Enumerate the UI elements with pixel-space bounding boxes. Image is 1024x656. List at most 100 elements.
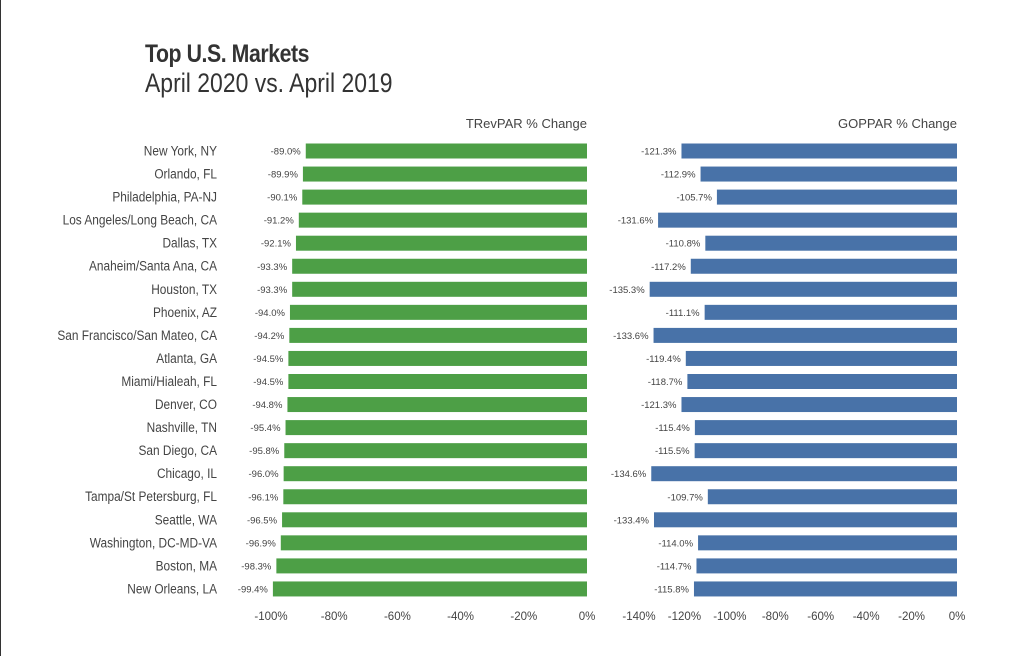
trevpar-bar xyxy=(302,166,587,182)
goppar-bar xyxy=(658,212,957,228)
goppar-bar xyxy=(694,420,957,436)
category-label: Houston, TX xyxy=(151,281,217,297)
category-label: Dallas, TX xyxy=(162,235,217,251)
category-label: Chicago, IL xyxy=(157,465,217,481)
chart-subtitle: April 2020 vs. April 2019 xyxy=(145,68,393,98)
trevpar-data-label: -90.1% xyxy=(267,193,298,204)
category-label: New Orleans, LA xyxy=(127,581,217,597)
trevpar-data-label: -95.4% xyxy=(250,423,281,434)
goppar-tick-label: -120% xyxy=(668,611,701,623)
goppar-bar xyxy=(651,466,957,482)
goppar-data-label: -133.6% xyxy=(613,331,649,342)
category-label: Phoenix, AZ xyxy=(153,304,217,320)
category-label: New York, NY xyxy=(144,143,218,159)
goppar-bar xyxy=(653,327,957,343)
goppar-data-label: -118.7% xyxy=(648,377,683,388)
trevpar-tick-label: 0% xyxy=(579,611,596,623)
trevpar-data-label: -91.2% xyxy=(264,216,295,227)
goppar-bar xyxy=(681,143,957,159)
goppar-data-label: -115.4% xyxy=(655,423,690,434)
trevpar-bar xyxy=(276,558,587,574)
goppar-data-label: -135.3% xyxy=(609,285,645,296)
goppar-bar xyxy=(693,581,957,597)
goppar-bar xyxy=(696,558,957,574)
goppar-data-label: -121.3% xyxy=(641,147,677,158)
goppar-bar xyxy=(681,397,957,413)
trevpar-data-label: -94.5% xyxy=(253,377,284,388)
category-label: Seattle, WA xyxy=(155,512,218,528)
trevpar-data-label: -94.8% xyxy=(252,400,283,411)
goppar-data-label: -109.7% xyxy=(667,492,703,503)
trevpar-bar xyxy=(283,466,587,482)
category-label: Los Angeles/Long Beach, CA xyxy=(63,212,218,228)
trevpar-bar xyxy=(289,304,587,320)
category-label: Orlando, FL xyxy=(154,166,217,182)
goppar-tick-label: -80% xyxy=(762,611,789,623)
goppar-tick-label: -20% xyxy=(898,611,925,623)
goppar-tick-label: 0% xyxy=(949,611,966,623)
trevpar-data-label: -94.5% xyxy=(253,354,284,365)
goppar-data-label: -114.7% xyxy=(657,561,692,572)
trevpar-data-label: -96.5% xyxy=(247,515,278,526)
goppar-data-label: -115.8% xyxy=(654,584,689,595)
trevpar-data-label: -96.1% xyxy=(248,492,279,503)
goppar-data-label: -111.1% xyxy=(666,308,701,319)
trevpar-data-label: -94.2% xyxy=(254,331,285,342)
trevpar-bar xyxy=(298,212,587,228)
goppar-data-label: -131.6% xyxy=(618,216,654,227)
category-label: San Diego, CA xyxy=(138,442,217,458)
goppar-data-label: -115.5% xyxy=(655,446,690,457)
goppar-bar xyxy=(698,535,957,551)
trevpar-bar xyxy=(292,281,587,297)
trevpar-bar xyxy=(282,512,587,528)
goppar-bar xyxy=(700,166,957,182)
chart-title: Top U.S. Markets xyxy=(145,40,310,68)
trevpar-bar xyxy=(288,350,587,366)
category-label: Anaheim/Santa Ana, CA xyxy=(89,258,217,274)
goppar-tick-label: -100% xyxy=(713,611,746,623)
trevpar-tick-label: -20% xyxy=(510,611,537,623)
trevpar-bar xyxy=(283,489,587,505)
category-label: Denver, CO xyxy=(155,396,217,412)
category-label: Nashville, TN xyxy=(147,419,217,435)
trevpar-bar xyxy=(284,443,587,459)
trevpar-data-label: -93.3% xyxy=(257,285,288,296)
category-label: Atlanta, GA xyxy=(156,350,217,366)
trevpar-data-label: -92.1% xyxy=(261,239,292,250)
goppar-bar xyxy=(685,350,957,366)
goppar-tick-label: -40% xyxy=(853,611,880,623)
goppar-tick-label: -140% xyxy=(622,611,655,623)
trevpar-bar xyxy=(288,374,587,389)
trevpar-data-label: -93.3% xyxy=(257,262,288,273)
trevpar-data-label: -89.9% xyxy=(268,170,299,181)
trevpar-bar xyxy=(280,535,587,551)
goppar-bar xyxy=(716,189,957,205)
goppar-bar xyxy=(690,258,957,274)
trevpar-bar xyxy=(295,235,587,251)
goppar-data-label: -134.6% xyxy=(611,469,647,480)
trevpar-data-label: -95.8% xyxy=(249,446,280,457)
goppar-bar xyxy=(687,374,957,389)
trevpar-bar xyxy=(302,189,587,205)
goppar-bar xyxy=(694,443,957,459)
goppar-data-label: -119.4% xyxy=(646,354,681,365)
goppar-bar xyxy=(704,304,957,320)
trevpar-tick-label: -60% xyxy=(384,611,411,623)
goppar-data-label: -114.0% xyxy=(658,538,693,549)
goppar-data-label: -110.8% xyxy=(666,239,701,250)
goppar-data-label: -117.2% xyxy=(651,262,686,273)
goppar-data-label: -105.7% xyxy=(677,193,713,204)
trevpar-tick-label: -40% xyxy=(447,611,474,623)
category-label: Miami/Hialeah, FL xyxy=(121,373,217,389)
category-label: Boston, MA xyxy=(156,558,218,574)
goppar-bar xyxy=(705,235,957,251)
goppar-tick-label: -60% xyxy=(807,611,834,623)
goppar-bar xyxy=(649,281,957,297)
goppar-panel-title: GOPPAR % Change xyxy=(838,116,957,131)
trevpar-bar xyxy=(289,327,587,343)
goppar-data-label: -112.9% xyxy=(661,170,696,181)
trevpar-bar xyxy=(285,420,587,436)
goppar-data-label: -121.3% xyxy=(641,400,677,411)
goppar-bar xyxy=(653,512,957,528)
trevpar-data-label: -96.0% xyxy=(249,469,280,480)
